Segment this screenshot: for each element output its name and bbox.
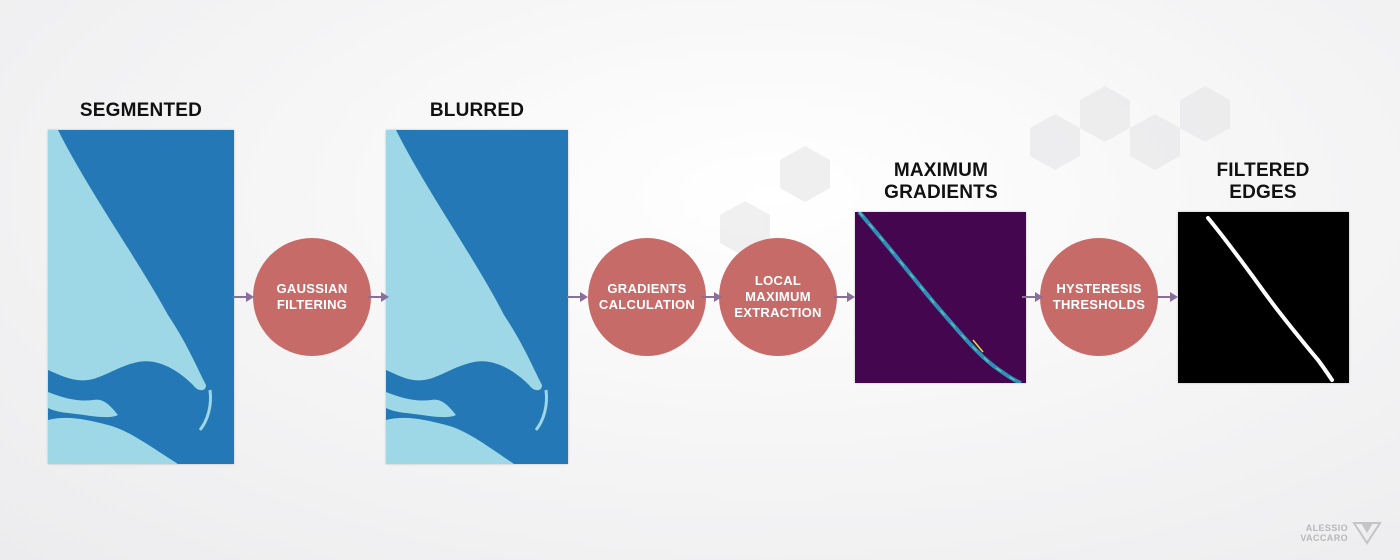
step-label: GAUSSIAN FILTERING — [276, 281, 347, 313]
arrow-right-icon — [1157, 291, 1179, 303]
step-gaussian-filtering: GAUSSIAN FILTERING — [253, 238, 371, 356]
stage-title-filtered-edges: FILTERED EDGES — [1175, 160, 1351, 204]
watermark-line: VACCARO — [1300, 533, 1348, 543]
stage-title-line: MAXIMUM — [893, 160, 989, 181]
stage-title-line: FILTERED — [1216, 160, 1310, 181]
step-label: HYSTERESIS THRESHOLDS — [1053, 281, 1146, 313]
step-label-line: HYSTERESIS — [1056, 281, 1142, 296]
blurred-image — [386, 130, 568, 464]
arrow-right-icon — [1022, 291, 1044, 303]
maximum-gradients-image — [855, 212, 1026, 383]
step-label-line: MAXIMUM — [745, 289, 811, 304]
stage-title-maximum-gradients: MAXIMUM GRADIENTS — [852, 160, 1030, 204]
step-label-line: FILTERING — [276, 297, 348, 312]
arrow-right-icon — [368, 291, 390, 303]
stage-title-segmented: SEGMENTED — [79, 100, 203, 121]
watermark-line: ALESSIO — [1305, 523, 1348, 533]
filtered-edges-image — [1178, 212, 1349, 383]
step-label-line: GRADIENTS — [607, 281, 687, 296]
segmented-image — [48, 130, 234, 464]
arrow-right-icon — [567, 291, 589, 303]
step-local-maximum-extraction: LOCAL MAXIMUM EXTRACTION — [719, 238, 837, 356]
step-gradients-calculation: GRADIENTS CALCULATION — [588, 238, 706, 356]
arrow-right-icon — [233, 291, 255, 303]
step-label-line: GAUSSIAN — [276, 281, 348, 296]
watermark-text: ALESSIO VACCARO — [1300, 523, 1348, 543]
step-label-line: CALCULATION — [598, 297, 696, 312]
author-watermark: ALESSIO VACCARO — [1294, 518, 1382, 548]
stage-title-line: GRADIENTS — [884, 182, 998, 203]
arrow-right-icon — [834, 291, 856, 303]
watermark-logo-icon — [1352, 522, 1382, 545]
step-label: GRADIENTS CALCULATION — [599, 281, 695, 313]
step-label-line: EXTRACTION — [734, 305, 822, 320]
stage-title-blurred: BLURRED — [429, 100, 525, 121]
step-label-line: LOCAL — [754, 273, 802, 288]
stage-title-line: EDGES — [1229, 182, 1297, 203]
arrow-right-icon — [701, 291, 723, 303]
step-label: LOCAL MAXIMUM EXTRACTION — [734, 273, 822, 321]
step-label-line: THRESHOLDS — [1052, 297, 1146, 312]
step-hysteresis-thresholds: HYSTERESIS THRESHOLDS — [1040, 238, 1158, 356]
